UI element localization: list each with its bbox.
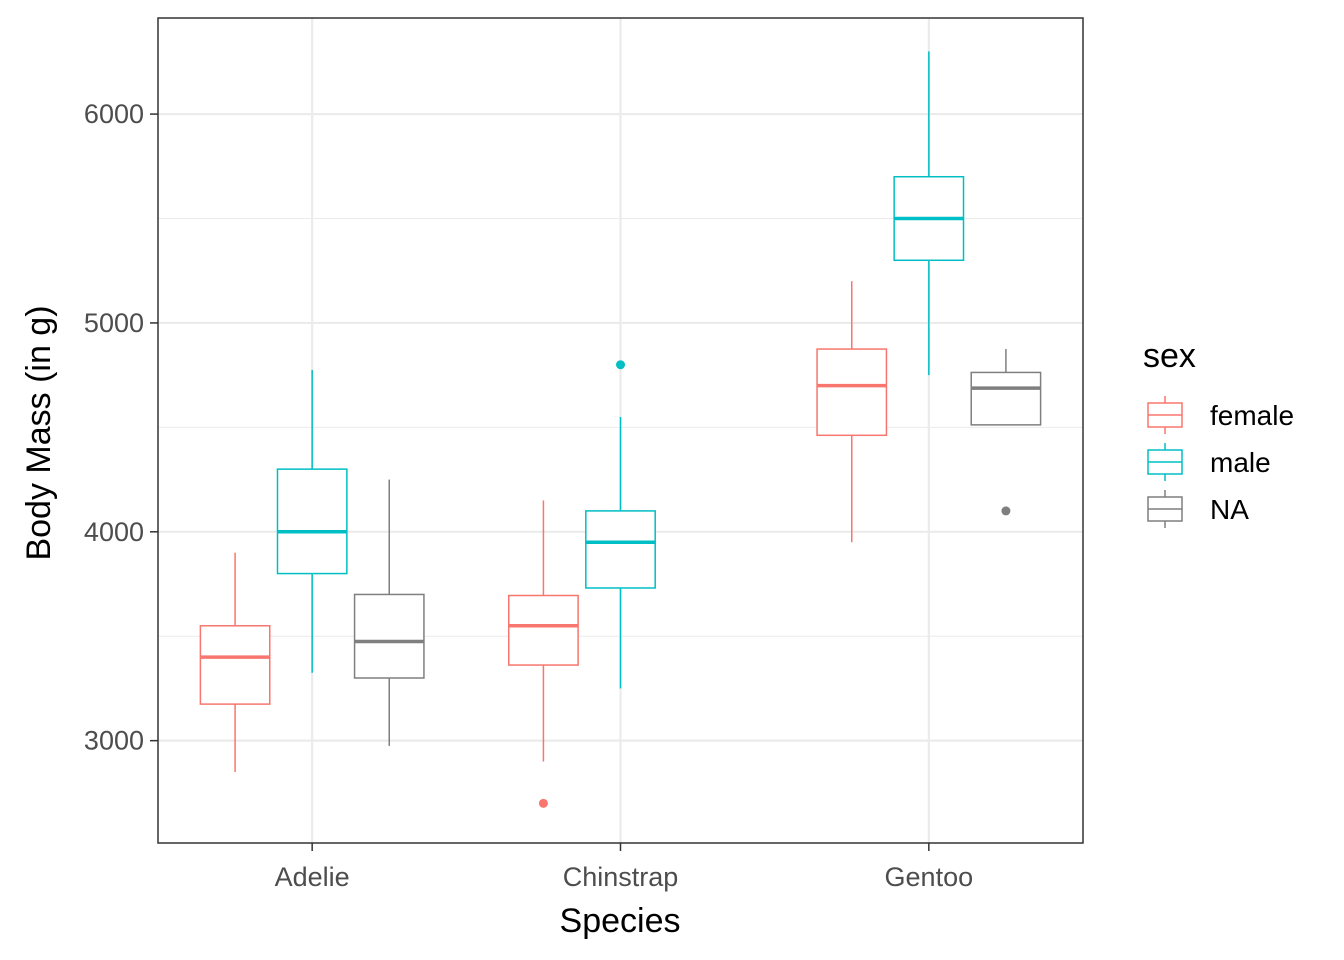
outlier-point: [616, 360, 625, 370]
x-tick-label: Adelie: [275, 862, 350, 892]
legend-label: female: [1210, 400, 1294, 431]
legend-key-female: female: [1147, 396, 1294, 434]
x-tick-label: Chinstrap: [563, 862, 679, 892]
legend-keys: female male NA: [1147, 396, 1294, 528]
box-iqr: [816, 348, 888, 437]
box-iqr: [199, 625, 271, 705]
box-female-Adelie: [199, 552, 271, 772]
x-tick-label: Gentoo: [885, 862, 974, 892]
box-NA-Gentoo: [970, 349, 1042, 516]
box-iqr: [507, 594, 579, 666]
box-female-Chinstrap: [507, 500, 579, 808]
box-iqr: [585, 510, 656, 589]
box-female-Gentoo: [816, 281, 888, 543]
y-tick-label: 6000: [84, 99, 144, 129]
y-tick-label: 3000: [84, 726, 144, 756]
y-axis-title: Body Mass (in g): [20, 305, 58, 560]
box-iqr: [353, 593, 425, 679]
box-layer: [199, 51, 1042, 808]
box-male-Gentoo: [893, 51, 965, 376]
box-iqr: [276, 468, 348, 575]
axis-layer: 3000 4000 5000 6000 Adelie Chinstrap Gentoo: [84, 99, 973, 892]
legend-label: NA: [1210, 494, 1249, 525]
legend: sex female male NA: [1143, 337, 1294, 528]
box-NA-Adelie: [353, 479, 425, 746]
x-axis-title: Species: [560, 902, 681, 940]
box-male-Adelie: [276, 369, 348, 673]
y-tick-label: 4000: [84, 517, 144, 547]
box-male-Chinstrap: [585, 360, 656, 689]
outlier-point: [538, 798, 548, 808]
legend-label: male: [1210, 447, 1271, 478]
legend-title: sex: [1143, 337, 1196, 375]
outlier-point: [1001, 506, 1011, 516]
legend-key-NA: NA: [1147, 490, 1249, 528]
box-iqr: [970, 371, 1042, 426]
legend-key-male: male: [1147, 443, 1271, 481]
y-tick-label: 5000: [84, 308, 144, 338]
